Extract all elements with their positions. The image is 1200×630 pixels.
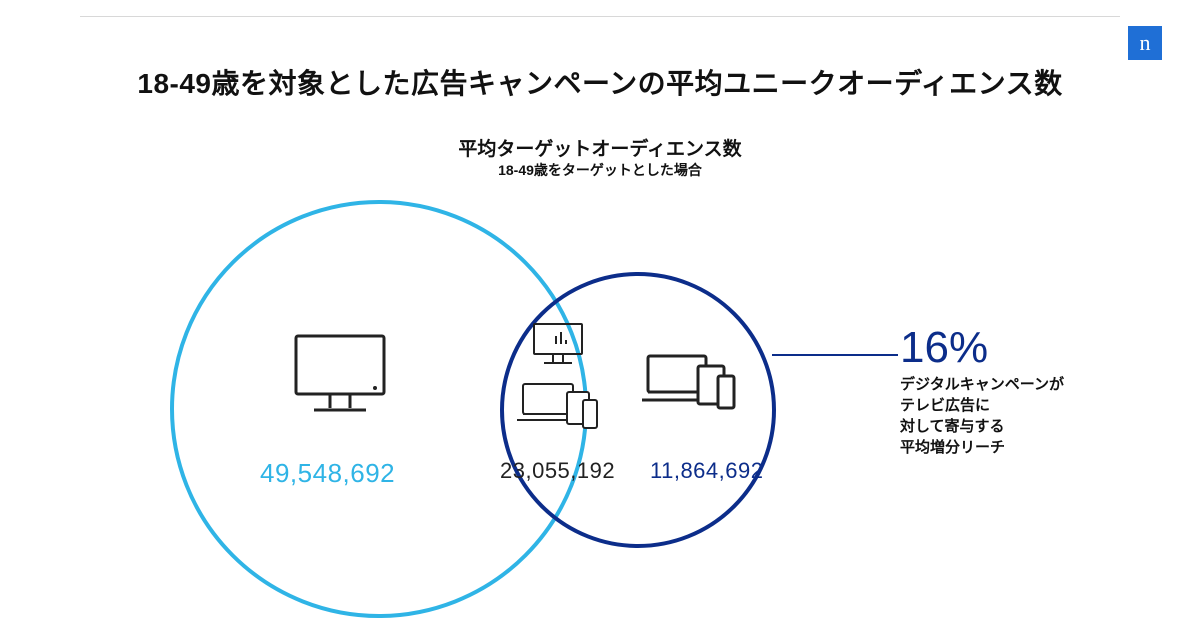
callout-leader-line xyxy=(772,354,898,356)
venn-diagram: 49,548,692 23,055,192 11,864,692 xyxy=(170,200,810,620)
devices-small-icon xyxy=(515,378,601,436)
brand-logo: n xyxy=(1128,26,1162,60)
tv-monitor-icon xyxy=(290,330,390,420)
page-title: 18-49歳を対象とした広告キャンペーンの平均ユニークオーディエンス数 xyxy=(0,62,1200,102)
tv-monitor-small-icon xyxy=(530,320,586,370)
devices-icon xyxy=(640,350,738,416)
subtitle-primary: 平均ターゲットオーディエンス数 xyxy=(0,134,1200,161)
callout-block: 16% デジタルキャンペーンが テレビ広告に 対して寄与する 平均増分リーチ xyxy=(900,326,1180,458)
subtitle-secondary: 18-49歳をターゲットとした場合 xyxy=(0,160,1200,180)
callout-percent: 16% xyxy=(900,326,1180,370)
venn-value-tv: 49,548,692 xyxy=(260,458,395,489)
venn-value-digital: 11,864,692 xyxy=(650,458,763,484)
callout-text: デジタルキャンペーンが テレビ広告に 対して寄与する 平均増分リーチ xyxy=(900,374,1180,458)
top-divider xyxy=(80,16,1120,17)
venn-value-intersection: 23,055,192 xyxy=(500,458,615,484)
